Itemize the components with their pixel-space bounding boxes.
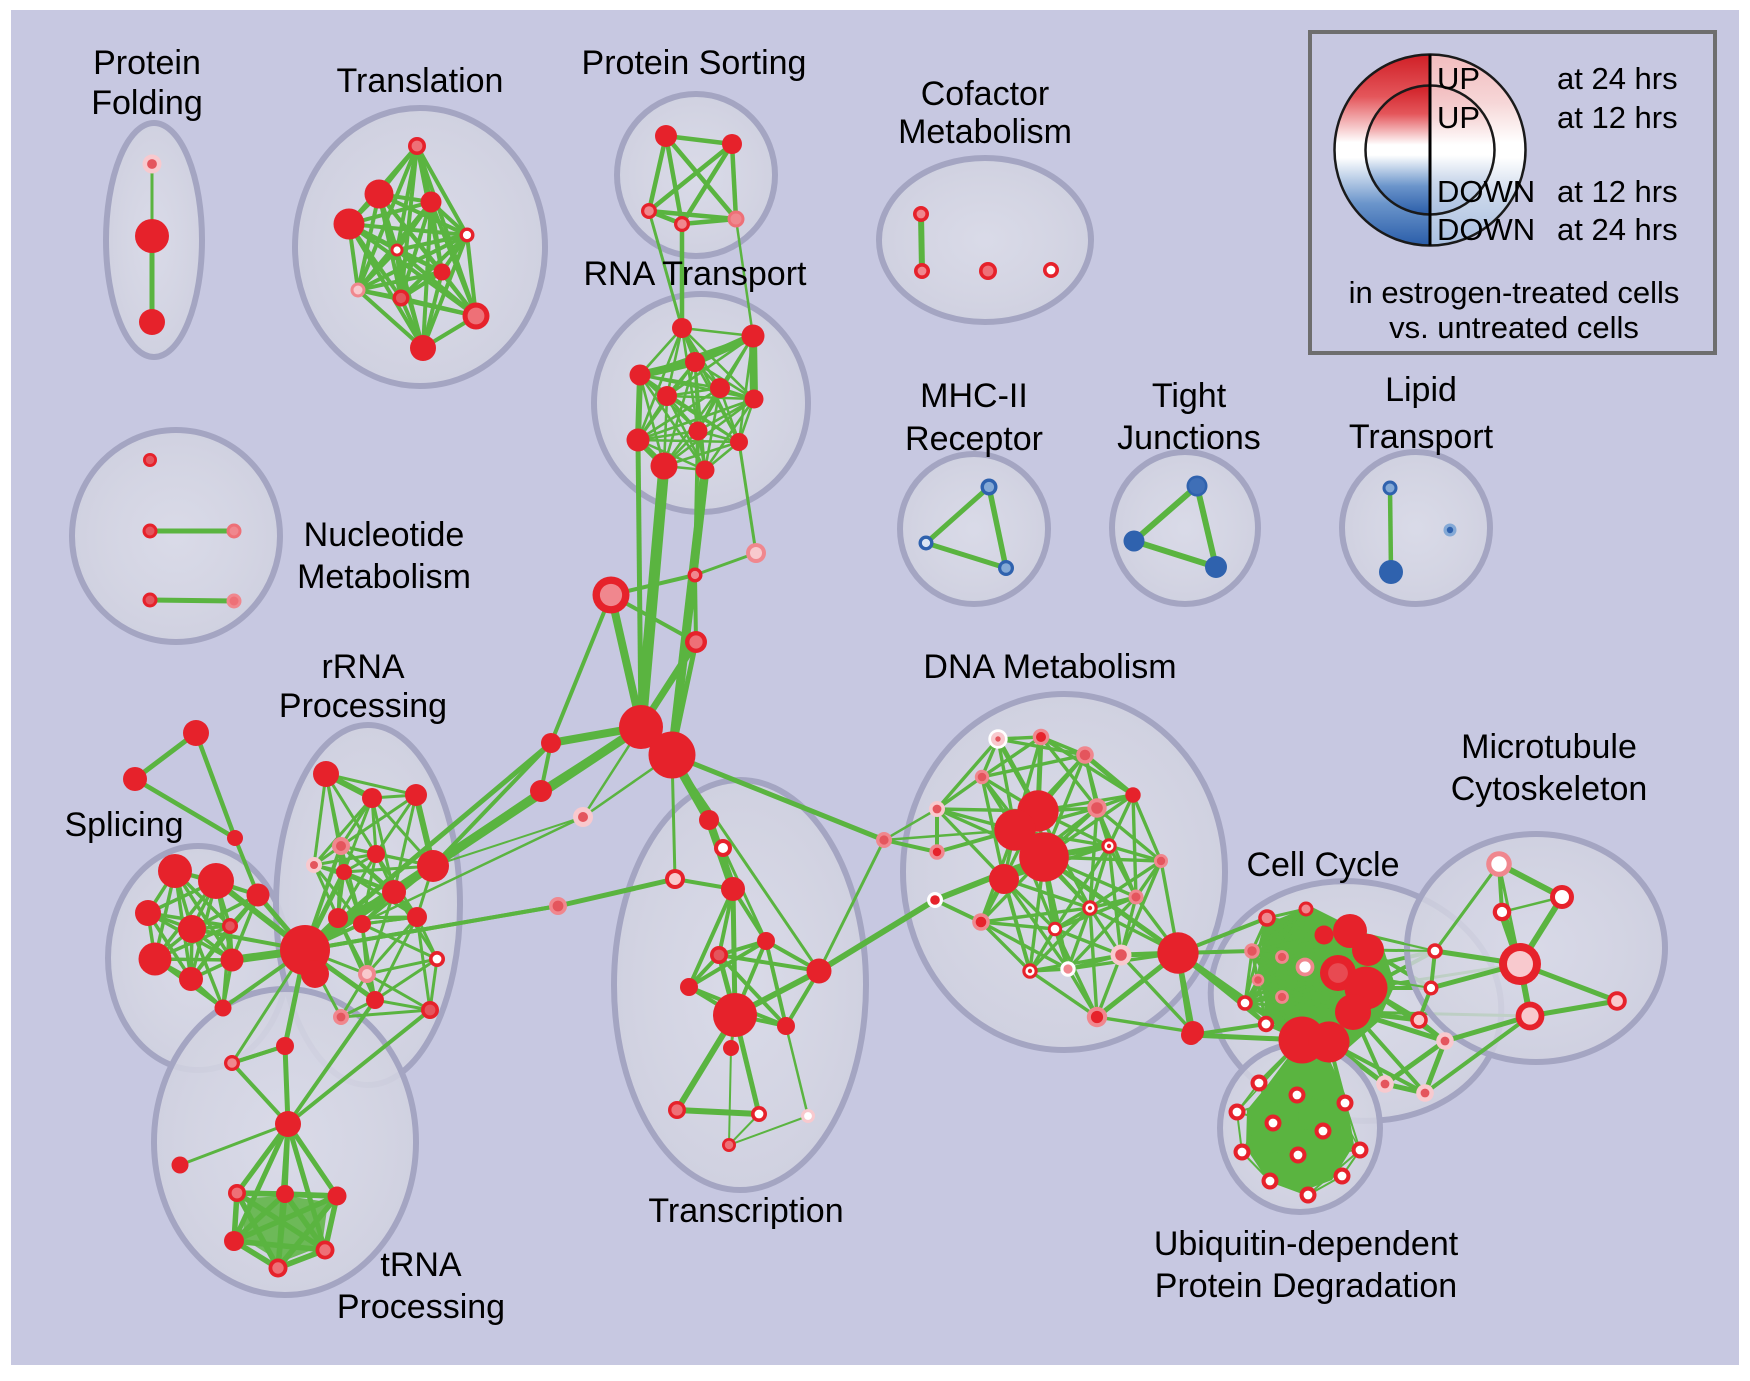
- svg-text:Tight: Tight: [1152, 377, 1227, 415]
- svg-text:at 12 hrs: at 12 hrs: [1557, 100, 1678, 135]
- svg-text:Cofactor: Cofactor: [921, 75, 1050, 113]
- svg-text:Translation: Translation: [337, 62, 504, 100]
- svg-text:UP: UP: [1437, 61, 1480, 96]
- svg-text:Protein Sorting: Protein Sorting: [582, 44, 807, 82]
- svg-text:Ubiquitin-dependent: Ubiquitin-dependent: [1154, 1225, 1459, 1263]
- svg-text:Cytoskeleton: Cytoskeleton: [1451, 770, 1648, 808]
- svg-text:Microtubule: Microtubule: [1461, 728, 1637, 766]
- svg-text:DOWN: DOWN: [1437, 212, 1535, 247]
- svg-text:RNA Transport: RNA Transport: [584, 255, 808, 293]
- svg-text:Receptor: Receptor: [905, 420, 1043, 458]
- svg-text:Junctions: Junctions: [1117, 419, 1261, 457]
- svg-text:DNA Metabolism: DNA Metabolism: [923, 648, 1176, 686]
- svg-text:Transcription: Transcription: [648, 1192, 843, 1230]
- svg-text:in estrogen-treated cells: in estrogen-treated cells: [1349, 275, 1680, 310]
- svg-text:vs. untreated cells: vs. untreated cells: [1389, 310, 1639, 345]
- svg-text:Splicing: Splicing: [64, 806, 183, 844]
- svg-text:at 24 hrs: at 24 hrs: [1557, 61, 1678, 96]
- svg-text:Protein Degradation: Protein Degradation: [1155, 1267, 1457, 1305]
- svg-text:Nucleotide: Nucleotide: [304, 516, 465, 554]
- svg-text:Protein: Protein: [93, 44, 201, 82]
- svg-text:Processing: Processing: [337, 1288, 505, 1326]
- svg-text:at 12 hrs: at 12 hrs: [1557, 174, 1678, 209]
- svg-text:Metabolism: Metabolism: [898, 113, 1072, 151]
- svg-text:tRNA: tRNA: [380, 1246, 462, 1284]
- svg-text:Lipid: Lipid: [1385, 371, 1457, 409]
- svg-text:Folding: Folding: [91, 84, 203, 122]
- svg-text:Cell Cycle: Cell Cycle: [1246, 846, 1399, 884]
- svg-text:MHC-II: MHC-II: [920, 377, 1028, 415]
- svg-text:at 24 hrs: at 24 hrs: [1557, 212, 1678, 247]
- svg-text:DOWN: DOWN: [1437, 174, 1535, 209]
- svg-text:Metabolism: Metabolism: [297, 558, 471, 596]
- svg-text:Processing: Processing: [279, 687, 447, 725]
- svg-text:rRNA: rRNA: [321, 648, 404, 686]
- svg-text:UP: UP: [1437, 100, 1480, 135]
- svg-text:Transport: Transport: [1349, 418, 1494, 456]
